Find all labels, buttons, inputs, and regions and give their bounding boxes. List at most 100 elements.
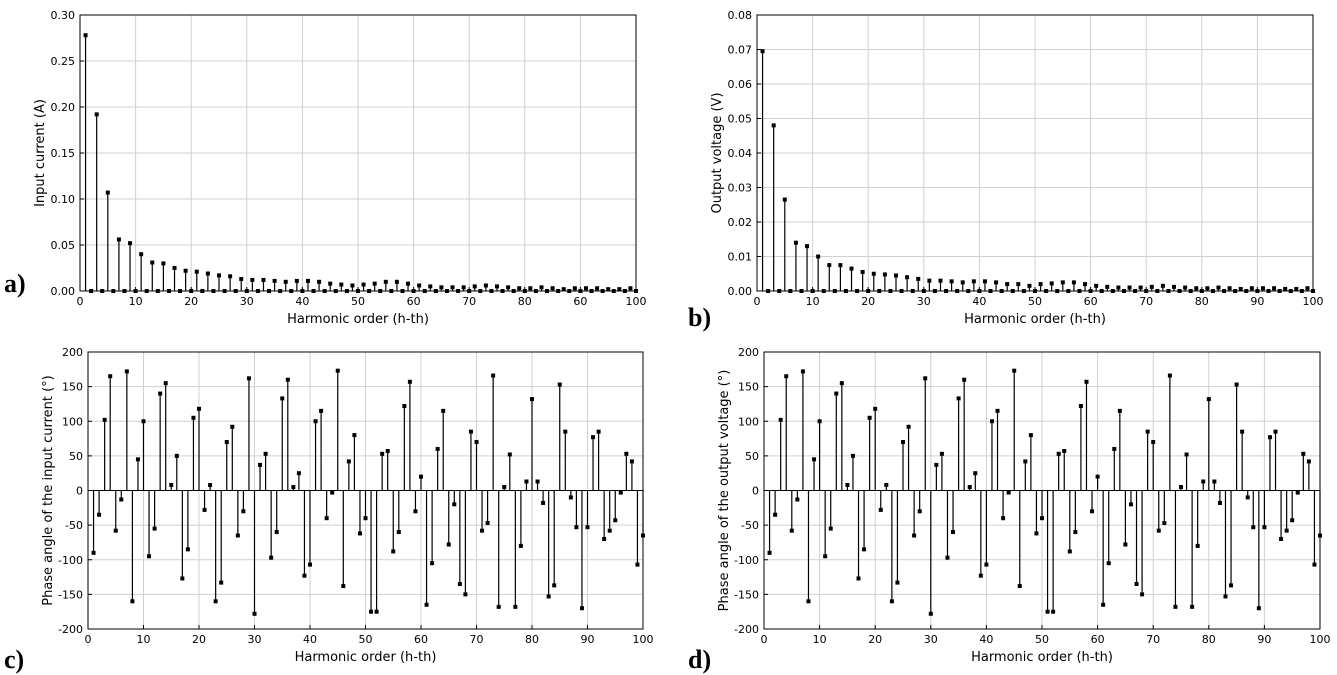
stem-marker bbox=[239, 277, 244, 282]
stem-marker bbox=[600, 289, 605, 293]
stem-marker bbox=[951, 530, 956, 535]
stem-marker bbox=[1260, 286, 1265, 291]
stem-marker bbox=[180, 576, 185, 581]
stem-marker bbox=[1190, 604, 1195, 609]
stem-marker bbox=[805, 244, 810, 249]
stem-marker bbox=[1027, 283, 1032, 288]
x-tick-label: 50 bbox=[359, 633, 373, 646]
stem-marker bbox=[1021, 289, 1026, 293]
stem-marker bbox=[895, 580, 900, 585]
stem-marker bbox=[1045, 609, 1050, 614]
stem-marker bbox=[394, 279, 399, 284]
y-tick-label: 0.04 bbox=[728, 147, 753, 160]
stem-marker bbox=[788, 289, 793, 293]
stem-marker bbox=[222, 289, 227, 293]
y-tick-label: -50 bbox=[741, 519, 759, 532]
stem-marker bbox=[461, 285, 466, 290]
stem-marker bbox=[923, 376, 928, 381]
stem-marker bbox=[217, 273, 221, 278]
stem-marker bbox=[1110, 289, 1115, 293]
stem-marker bbox=[1151, 440, 1156, 445]
stem-marker bbox=[506, 285, 511, 290]
x-tick-label: 30 bbox=[240, 295, 254, 308]
y-tick-label: 150 bbox=[738, 381, 759, 394]
stem-marker bbox=[385, 449, 390, 454]
stem-marker bbox=[130, 599, 135, 604]
stem-marker bbox=[1162, 521, 1167, 526]
stem-marker bbox=[174, 453, 179, 458]
stem-marker bbox=[557, 382, 562, 387]
stem-marker bbox=[341, 584, 346, 589]
stem-marker bbox=[424, 602, 429, 607]
stem-marker bbox=[1249, 286, 1254, 291]
stem-marker bbox=[1288, 289, 1293, 293]
stem-marker bbox=[1056, 451, 1061, 456]
y-tick-label: 100 bbox=[62, 415, 83, 428]
stem-marker bbox=[1312, 562, 1317, 567]
stem-marker bbox=[1156, 528, 1161, 533]
stem-marker bbox=[1071, 280, 1076, 285]
stem-marker bbox=[294, 278, 299, 283]
stem-marker bbox=[1127, 285, 1132, 290]
x-tick-label: 10 bbox=[137, 633, 151, 646]
x-tick-label: 60 bbox=[1084, 295, 1098, 308]
stem-marker bbox=[258, 462, 263, 467]
x-tick-label: 100 bbox=[1310, 633, 1331, 646]
stem-marker bbox=[511, 289, 516, 293]
stem-marker bbox=[402, 404, 407, 409]
stem-marker bbox=[430, 561, 435, 566]
stem-marker bbox=[1051, 609, 1056, 614]
stem-marker bbox=[629, 459, 634, 464]
stem-marker bbox=[1229, 583, 1234, 588]
x-tick-label: 0 bbox=[754, 295, 761, 308]
stem-marker bbox=[194, 269, 199, 274]
stem-marker bbox=[213, 599, 218, 604]
stem-marker bbox=[1094, 283, 1099, 288]
y-axis-label: Input current (A) bbox=[33, 99, 48, 207]
stem-marker bbox=[1284, 528, 1289, 533]
stem-marker bbox=[817, 419, 822, 424]
x-tick-label: 30 bbox=[917, 295, 931, 308]
x-tick-label: 0 bbox=[77, 295, 84, 308]
stem-marker bbox=[372, 281, 377, 286]
stem-marker bbox=[1183, 285, 1188, 290]
x-tick-label: 50 bbox=[351, 295, 365, 308]
stem-marker bbox=[568, 495, 573, 500]
stem-marker bbox=[1205, 286, 1210, 291]
stem-marker bbox=[1272, 286, 1277, 291]
stem-marker bbox=[205, 271, 210, 276]
stem-marker bbox=[607, 528, 612, 533]
stem-marker bbox=[1173, 604, 1178, 609]
stem-marker bbox=[283, 279, 288, 284]
stem-marker bbox=[208, 482, 213, 487]
stem-marker bbox=[235, 533, 240, 538]
stem-marker bbox=[945, 555, 950, 560]
x-tick-label: 20 bbox=[184, 295, 198, 308]
stem-marker bbox=[1140, 592, 1145, 597]
stem-marker bbox=[1116, 285, 1121, 290]
stem-marker bbox=[308, 562, 312, 567]
stem-marker bbox=[595, 286, 600, 291]
stem-marker bbox=[618, 490, 623, 495]
stem-marker bbox=[882, 272, 887, 277]
stem-marker bbox=[1060, 280, 1065, 285]
x-tick-label: 10 bbox=[813, 633, 827, 646]
stem-marker bbox=[94, 112, 99, 117]
y-tick-label: 150 bbox=[62, 381, 83, 394]
stem-marker bbox=[255, 289, 260, 293]
stem-marker bbox=[446, 542, 451, 547]
stem-marker bbox=[400, 289, 405, 293]
stem-marker bbox=[541, 500, 546, 505]
y-tick-label: -200 bbox=[58, 623, 83, 636]
x-tick-label: 80 bbox=[1202, 633, 1216, 646]
stem-marker bbox=[960, 280, 965, 285]
x-tick-label: 50 bbox=[1035, 633, 1049, 646]
chart: 0.00 0.01 0.02 0.03 0.04 0.05 0.06 0.07 0.08 0 10 2… bbox=[688, 9, 1324, 332]
stem-marker bbox=[1234, 382, 1239, 387]
stem-marker bbox=[1044, 289, 1049, 293]
stem-marker bbox=[289, 289, 294, 293]
stem-marker bbox=[932, 289, 937, 293]
stem-marker bbox=[474, 440, 479, 445]
stem-marker bbox=[995, 408, 1000, 413]
x-tick-label: 60 bbox=[407, 295, 421, 308]
